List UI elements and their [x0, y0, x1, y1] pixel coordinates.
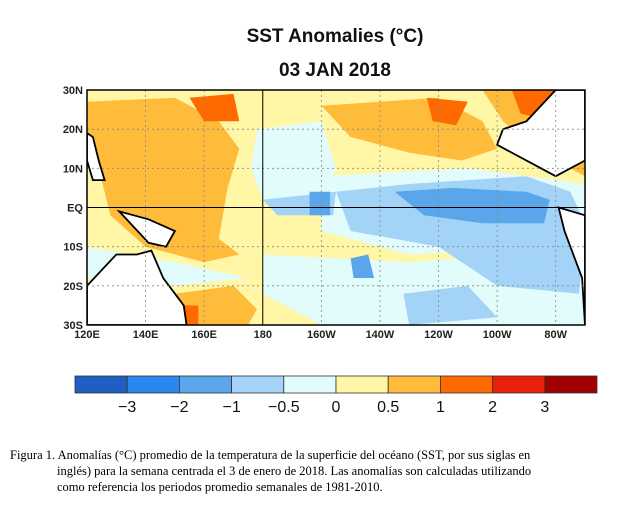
lon-tick-label: 80W — [544, 329, 567, 341]
colorbar-segment — [439, 375, 493, 394]
caption-line-1: Figura 1. Anomalías (°C) promedio de la … — [10, 448, 531, 462]
landmass — [87, 132, 106, 181]
anomaly-patch — [403, 285, 498, 325]
lat-tick-label: 30S — [63, 320, 83, 332]
colorbar-tick-label: −0.5 — [268, 399, 300, 416]
caption-line-2: inglés) para la semana centrada el 3 de … — [57, 464, 532, 478]
colorbar-tick-label: 0.5 — [377, 399, 399, 416]
landmass — [87, 249, 188, 325]
lat-tick-label: 20S — [63, 281, 83, 293]
chart-date: 03 JAN 2018 — [279, 60, 391, 81]
colorbar-segment — [283, 375, 337, 394]
landmass — [557, 206, 585, 325]
lat-tick-label: EQ — [67, 203, 83, 215]
lat-tick-label: 10S — [63, 242, 83, 254]
map-frame — [86, 89, 586, 326]
colorbar: −3 −2 −1 −0.5 0 0.5 1 2 3 — [74, 375, 598, 416]
lon-tick-label: 100W — [483, 329, 512, 341]
caption-line-3: como referencia los periodos promedio se… — [57, 480, 383, 494]
lon-tick-label: 140E — [133, 329, 159, 341]
landmass — [116, 209, 177, 248]
grid-lines — [87, 90, 585, 325]
chart-title: SST Anomalies (°C) — [246, 26, 424, 47]
colorbar-segment — [231, 375, 285, 394]
colorbar-tick-label: 0 — [332, 399, 341, 416]
colorbar-tick-label: −2 — [170, 399, 188, 416]
anomaly-patch — [426, 97, 468, 126]
anomaly-patch — [350, 254, 375, 278]
lat-tick-label: 10N — [63, 163, 83, 175]
colorbar-tick-label: −3 — [118, 399, 136, 416]
lon-tick-label: 180 — [254, 329, 272, 341]
landmass — [495, 90, 585, 178]
colorbar-segment — [178, 375, 232, 394]
lat-tick-label: 20N — [63, 124, 83, 136]
sst-anomaly-map: 30N 20N 10N EQ 10S 20S 30S 120E 140E 160E 180 160W… — [63, 85, 586, 341]
lon-tick-label: 140W — [366, 329, 395, 341]
colorbar-segment — [126, 375, 180, 394]
colorbar-segment — [335, 375, 389, 394]
land-masses — [87, 90, 585, 325]
colorbar-segment — [492, 375, 546, 394]
colorbar-tick-label: −1 — [222, 399, 240, 416]
anomaly-patch — [394, 187, 550, 224]
colorbar-segment — [544, 375, 598, 394]
anomaly-patch — [87, 97, 240, 263]
lon-tick-label: 160E — [191, 329, 217, 341]
anomaly-patch — [309, 191, 331, 216]
lon-tick-label: 160W — [307, 329, 336, 341]
colorbar-tick-label: 3 — [540, 399, 549, 416]
lat-tick-label: 30N — [63, 85, 83, 97]
anomaly-patch — [189, 93, 240, 122]
colorbar-tick-label: 2 — [488, 399, 497, 416]
colorbar-segment — [74, 375, 128, 394]
figure-caption: Figura 1. Anomalías (°C) promedio de la … — [10, 447, 610, 495]
colorbar-segment — [387, 375, 441, 394]
colorbar-tick-label: 1 — [436, 399, 445, 416]
anomaly-patch — [251, 121, 336, 200]
lon-tick-label: 120E — [74, 329, 100, 341]
lon-tick-label: 120W — [424, 329, 453, 341]
